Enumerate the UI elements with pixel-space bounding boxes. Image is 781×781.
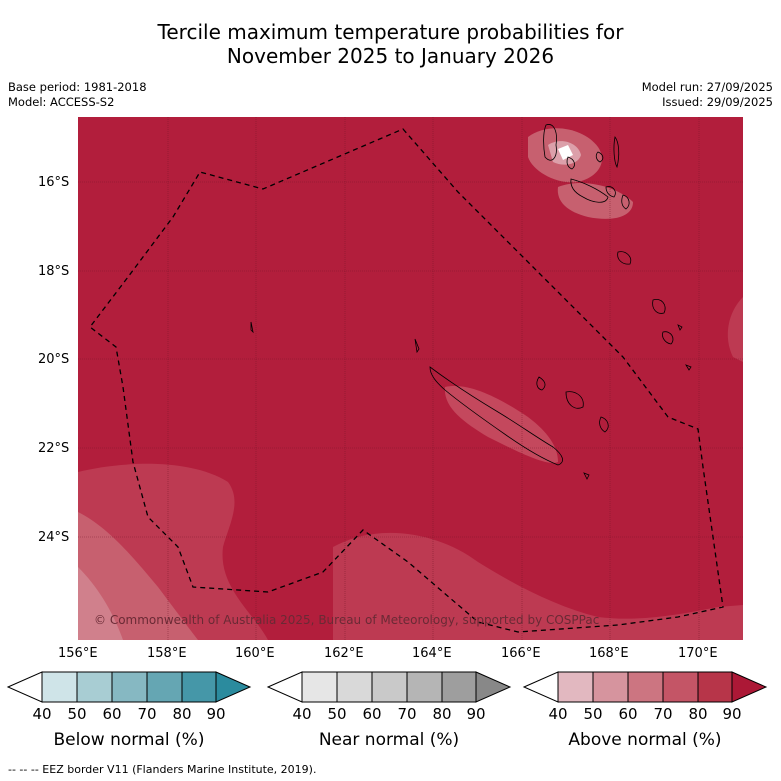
meta-left: Base period: 1981-2018 Model: ACCESS-S2	[8, 80, 147, 110]
island-erromango	[652, 298, 666, 314]
prob-band-vanuatu-white	[558, 145, 573, 160]
island-espiritu-santo	[543, 124, 557, 161]
probability-map	[78, 117, 743, 640]
island-lifou	[565, 391, 584, 409]
lon-label-160e: 160°E	[235, 646, 275, 661]
island-ambrym	[605, 186, 616, 198]
island-mare	[599, 416, 609, 433]
lon-label-162e: 162°E	[324, 646, 364, 661]
cb-below-tick-90: 90	[206, 705, 226, 723]
cb-below-tick-70: 70	[137, 705, 157, 723]
island-futuna	[677, 324, 683, 331]
prob-band-edge-sw	[78, 567, 123, 640]
lon-label-168e: 168°E	[589, 646, 629, 661]
lon-label-164e: 164°E	[412, 646, 452, 661]
prob-band-lighter-e	[727, 297, 743, 362]
cb-above-tick-70: 70	[653, 705, 673, 723]
lat-label-24s: 24°S	[38, 530, 70, 545]
cb-above-tick-40: 40	[548, 705, 568, 723]
chart-title: Tercile maximum temperature probabilitie…	[0, 20, 781, 68]
island-malekula	[570, 178, 609, 203]
island-epi	[621, 194, 630, 210]
cb-below-tick-50: 50	[67, 705, 87, 723]
cb-below-label: Below normal (%)	[53, 730, 205, 750]
cb-near-tick-40: 40	[292, 705, 312, 723]
cb-near-tick-90: 90	[466, 705, 486, 723]
lon-label-170e: 170°E	[678, 646, 718, 661]
lat-label-22s: 22°S	[38, 441, 70, 456]
meta-right: Model run: 27/09/2025 Issued: 29/09/2025	[642, 80, 773, 110]
model-run: Model run: 27/09/2025	[641, 80, 773, 94]
island-aneityum	[685, 364, 692, 371]
island-pentecost	[613, 136, 620, 169]
cb-near-tick-50: 50	[327, 705, 347, 723]
lat-label-18s: 18°S	[38, 264, 70, 279]
colorbar-below-normal	[6, 671, 252, 703]
lon-label-166e: 166°E	[501, 646, 541, 661]
eez-footnote: -- -- -- EEZ border V11 (Flanders Marine…	[8, 763, 317, 776]
colorbar-near-normal	[266, 671, 512, 703]
prob-band-lighter-s	[333, 532, 743, 640]
copyright-notice: © Commonwealth of Australia 2025, Bureau…	[94, 613, 600, 627]
prob-band-new-caledonia	[444, 386, 558, 463]
cb-near-tick-70: 70	[397, 705, 417, 723]
cb-above-tick-90: 90	[722, 705, 742, 723]
island-tanna	[662, 331, 674, 345]
island-chesterfield	[250, 321, 254, 334]
colorbars	[6, 671, 768, 703]
title-line-2: November 2025 to January 2026	[226, 44, 555, 68]
colorbar-above-normal	[522, 671, 768, 703]
base-period: Base period: 1981-2018	[8, 80, 147, 94]
issued-date: Issued: 29/09/2025	[662, 95, 773, 109]
cb-near-label: Near normal (%)	[318, 730, 460, 750]
lon-label-158e: 158°E	[147, 646, 187, 661]
cb-above-tick-60: 60	[618, 705, 638, 723]
model-name: Model: ACCESS-S2	[8, 95, 115, 109]
cb-below-tick-60: 60	[102, 705, 122, 723]
island-ambae	[595, 151, 604, 163]
island-isle-of-pines	[583, 472, 590, 480]
island-efate	[617, 251, 632, 265]
island-new-caledonia	[429, 366, 563, 466]
island-belep	[414, 338, 420, 354]
prob-band-vanuatu-south	[557, 182, 633, 219]
cb-below-tick-40: 40	[32, 705, 52, 723]
cb-above-label: Above normal (%)	[568, 730, 722, 750]
island-ouvea	[536, 376, 546, 391]
title-line-1: Tercile maximum temperature probabilitie…	[157, 20, 624, 44]
lat-label-20s: 20°S	[38, 352, 70, 367]
cb-near-tick-60: 60	[362, 705, 382, 723]
lon-label-156e: 156°E	[58, 646, 98, 661]
cb-near-tick-80: 80	[432, 705, 452, 723]
island-maewo	[566, 156, 575, 170]
gridlines	[78, 117, 743, 640]
cb-above-tick-50: 50	[583, 705, 603, 723]
cb-above-tick-80: 80	[688, 705, 708, 723]
lat-label-16s: 16°S	[38, 175, 70, 190]
eez-border	[89, 128, 724, 633]
cb-below-tick-80: 80	[172, 705, 192, 723]
